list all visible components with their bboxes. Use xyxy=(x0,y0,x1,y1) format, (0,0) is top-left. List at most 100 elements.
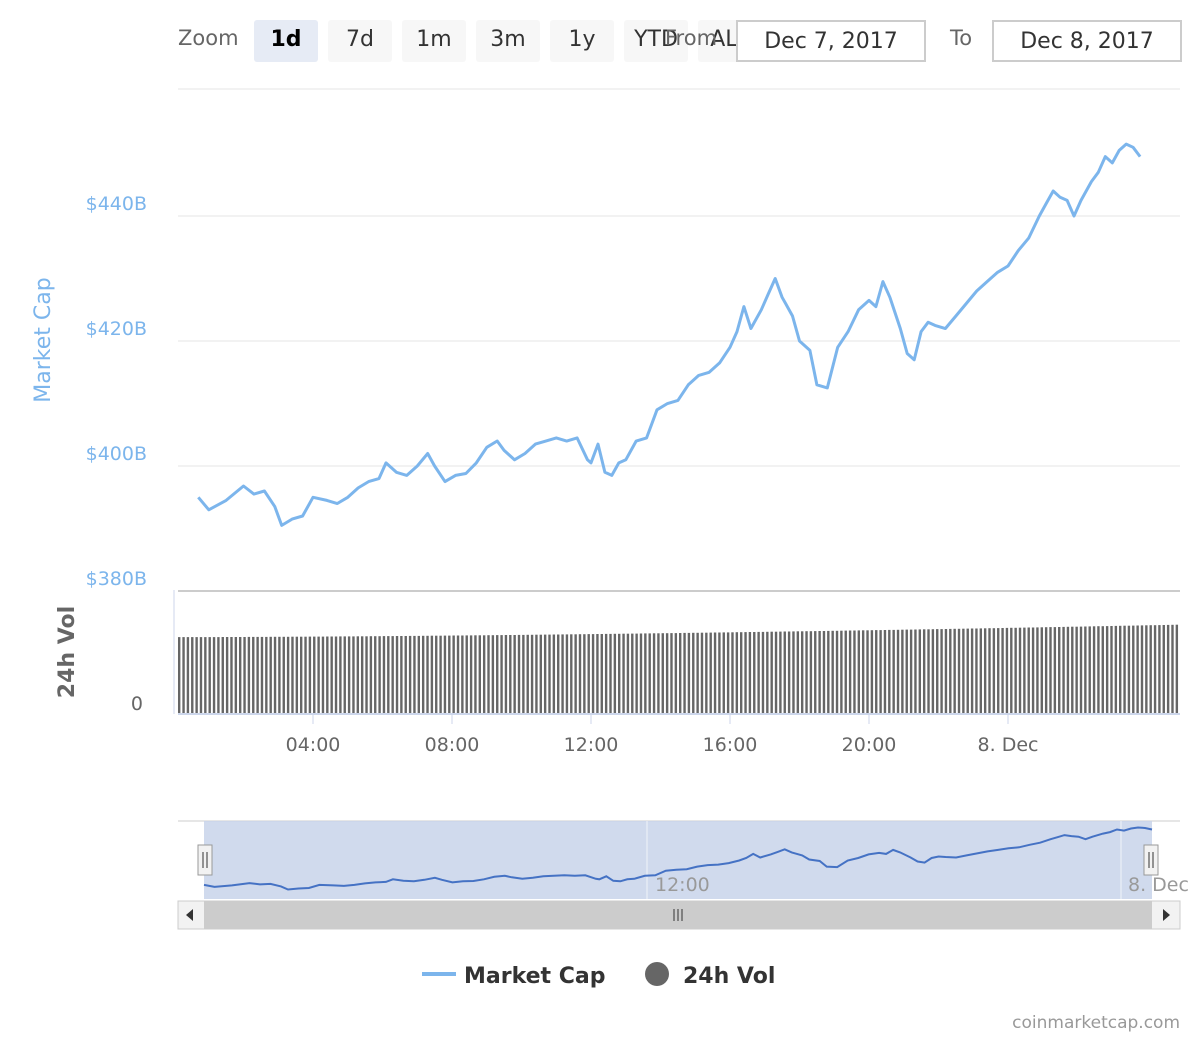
volume-bar xyxy=(256,636,259,714)
volume-bar xyxy=(818,631,821,714)
volume-bar xyxy=(687,632,691,714)
volume-bar xyxy=(443,635,447,714)
volume-bar xyxy=(278,636,281,714)
volume-bar xyxy=(966,628,969,714)
volume-bar xyxy=(914,629,917,714)
volume-bar xyxy=(683,632,686,714)
volume-bar xyxy=(844,630,847,714)
volume-bar xyxy=(679,633,682,714)
scroll-right-arrow-icon[interactable] xyxy=(1163,909,1170,921)
volume-bar xyxy=(822,631,826,714)
volume-bar xyxy=(1105,626,1109,714)
volume-bar xyxy=(1114,625,1118,714)
zoom-button-1m[interactable]: 1m xyxy=(402,20,466,62)
volume-bar xyxy=(426,635,429,714)
volume-bar xyxy=(888,629,891,714)
zoom-button-1y[interactable]: 1y xyxy=(550,20,614,62)
volume-bar xyxy=(339,636,342,714)
market-cap-line xyxy=(197,142,1142,527)
volume-bar xyxy=(591,634,595,714)
volume-bar xyxy=(330,636,333,714)
volume-bar xyxy=(282,636,285,714)
volume-bar xyxy=(247,636,251,714)
volume-bar xyxy=(870,630,874,714)
volume-bar xyxy=(1092,626,1096,714)
volume-bar xyxy=(1040,627,1043,714)
volume-bar xyxy=(705,632,708,714)
volume-bar xyxy=(570,634,573,714)
volume-bar xyxy=(395,636,399,714)
volume-bar xyxy=(212,637,216,714)
volume-bar xyxy=(191,637,194,714)
volume-bar xyxy=(221,637,224,714)
volume-bar xyxy=(208,637,211,714)
legend-item-volume[interactable]: 24h Vol xyxy=(645,962,775,989)
volume-bar xyxy=(304,636,307,714)
volume-bar xyxy=(469,635,473,714)
volume-bar xyxy=(1101,626,1104,714)
volume-bar xyxy=(465,635,468,714)
volume-bar xyxy=(308,636,312,714)
volume-bar xyxy=(1132,625,1135,714)
volume-bar xyxy=(439,635,442,714)
legend-item-market-cap[interactable]: Market Cap xyxy=(422,964,605,989)
volume-bar xyxy=(997,628,1000,714)
volume-bar xyxy=(970,628,974,714)
volume-bar xyxy=(291,636,294,714)
volume-bar xyxy=(622,633,625,714)
volume-bar xyxy=(522,634,525,714)
volume-bar xyxy=(413,635,416,714)
volume-bar xyxy=(365,636,368,714)
y-tick-label: $440B xyxy=(86,193,147,215)
volume-bar xyxy=(1171,624,1174,714)
volume-bar xyxy=(631,633,634,714)
volume-bar xyxy=(757,631,760,714)
volume-bar xyxy=(866,630,869,714)
zoom-button-7d[interactable]: 7d xyxy=(328,20,392,62)
volume-bar xyxy=(225,637,229,714)
volume-bar xyxy=(1031,627,1035,714)
zoom-button-1d[interactable]: 1d xyxy=(254,20,318,62)
volume-bar xyxy=(1145,625,1148,714)
volume-bar xyxy=(992,628,996,714)
volume-bar xyxy=(892,629,895,714)
volume-bar xyxy=(748,632,752,714)
volume-bar xyxy=(578,634,582,714)
volume-bar xyxy=(901,629,904,714)
navigator-selected-range xyxy=(204,821,1152,899)
volume-bar xyxy=(753,632,756,714)
volume-bar xyxy=(857,630,861,714)
volume-bar xyxy=(1110,626,1113,714)
credit-link[interactable]: coinmarketcap.com xyxy=(1012,1013,1180,1033)
volume-bar xyxy=(831,630,834,714)
volume-bar xyxy=(665,633,669,714)
volume-bar xyxy=(861,630,865,714)
zoom-button-3m[interactable]: 3m xyxy=(476,20,540,62)
volume-bar xyxy=(478,635,481,714)
volume-bar xyxy=(962,628,965,714)
navigator-right-handle[interactable] xyxy=(1143,844,1159,876)
volume-bar xyxy=(770,631,773,714)
scroll-left-arrow-icon[interactable] xyxy=(186,909,193,921)
navigator-left-handle[interactable] xyxy=(197,844,213,876)
volume-bar xyxy=(827,630,830,714)
volume-bar xyxy=(435,635,438,714)
volume-bar xyxy=(1140,625,1144,714)
x-tick-label: 04:00 xyxy=(286,734,341,756)
to-date-input[interactable]: Dec 8, 2017 xyxy=(992,20,1182,62)
volume-bar xyxy=(1075,626,1078,714)
volume-bar xyxy=(883,630,887,714)
volume-bar xyxy=(286,636,290,714)
volume-bar xyxy=(735,632,739,714)
volume-bar xyxy=(230,637,233,714)
zoom-button-ytd[interactable]: YTD xyxy=(624,20,688,62)
volume-bar xyxy=(1023,627,1026,714)
from-date-input[interactable]: Dec 7, 2017 xyxy=(736,20,926,62)
volume-bar xyxy=(1084,626,1087,714)
volume-bar xyxy=(539,634,542,714)
volume-bar xyxy=(378,636,381,714)
volume-bar xyxy=(809,631,813,714)
volume-bar xyxy=(783,631,786,714)
volume-bar xyxy=(1149,625,1152,714)
volume-bar xyxy=(243,637,246,714)
